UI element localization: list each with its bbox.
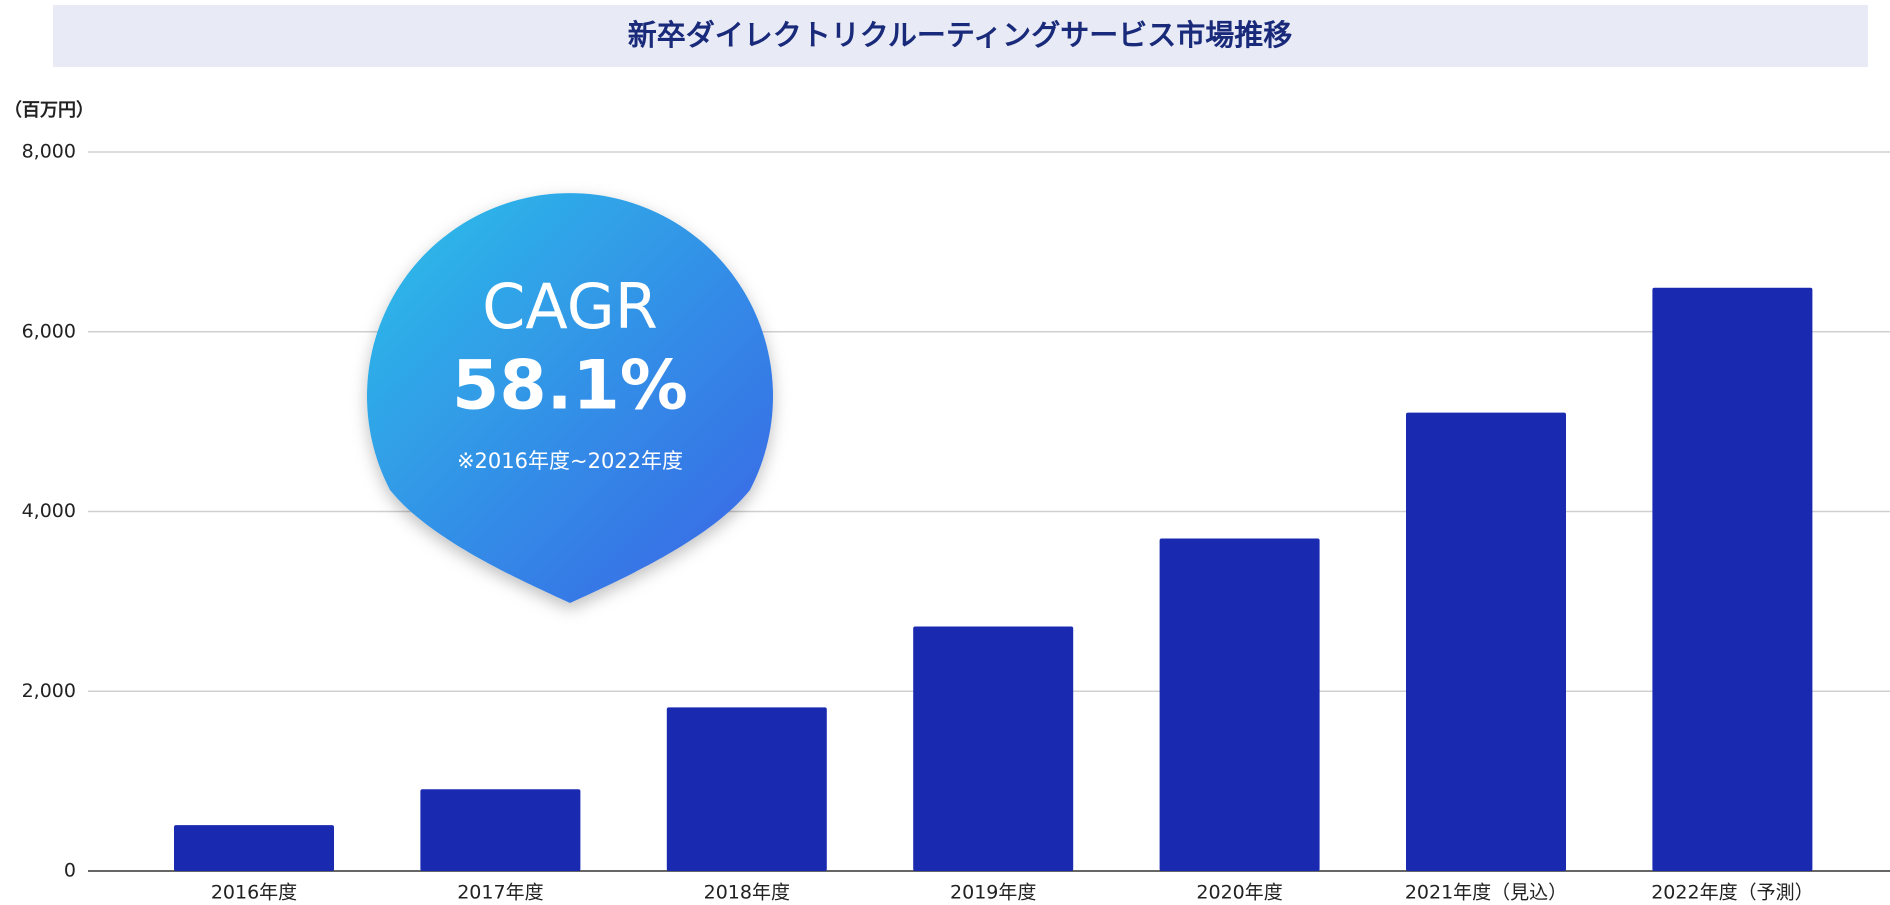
x-tick-label: 2017年度 [457,882,543,904]
bar [1159,538,1320,871]
x-tick-label: 2020年度 [1196,882,1282,904]
bar [1652,287,1813,871]
callout-value: 58.1% [452,347,688,426]
x-tick-label: 2018年度 [704,882,790,904]
bar [913,626,1074,871]
y-tick-label: 4,000 [22,500,76,522]
bar [174,825,334,871]
y-tick-label: 6,000 [22,320,76,342]
x-tick-label: 2019年度 [950,882,1036,904]
bar [666,707,827,871]
bar [420,789,581,871]
x-tick-label: 2022年度（予測） [1651,882,1813,904]
x-tick-label: 2016年度 [211,882,297,904]
callout-note: ※2016年度~2022年度 [457,449,683,473]
y-tick-label: 8,000 [22,141,76,163]
callout-bubble [367,193,773,603]
title-band [53,5,1868,67]
y-axis-label: （百万円） [4,100,94,121]
y-tick-label: 0 [64,860,76,882]
chart-title: 新卒ダイレクトリクルーティングサービス市場推移 [628,18,1292,52]
y-tick-label: 2,000 [22,680,76,702]
x-tick-label: 2021年度（見込） [1405,882,1567,904]
plot-area: 0 2,000 4,000 6,000 8,000 2016年度 2017年度 2018年度 2… [22,141,1890,904]
callout-title: CAGR [482,270,658,343]
bar [1406,412,1566,871]
cagr-callout: CAGR 58.1% ※2016年度~2022年度 [367,193,773,603]
